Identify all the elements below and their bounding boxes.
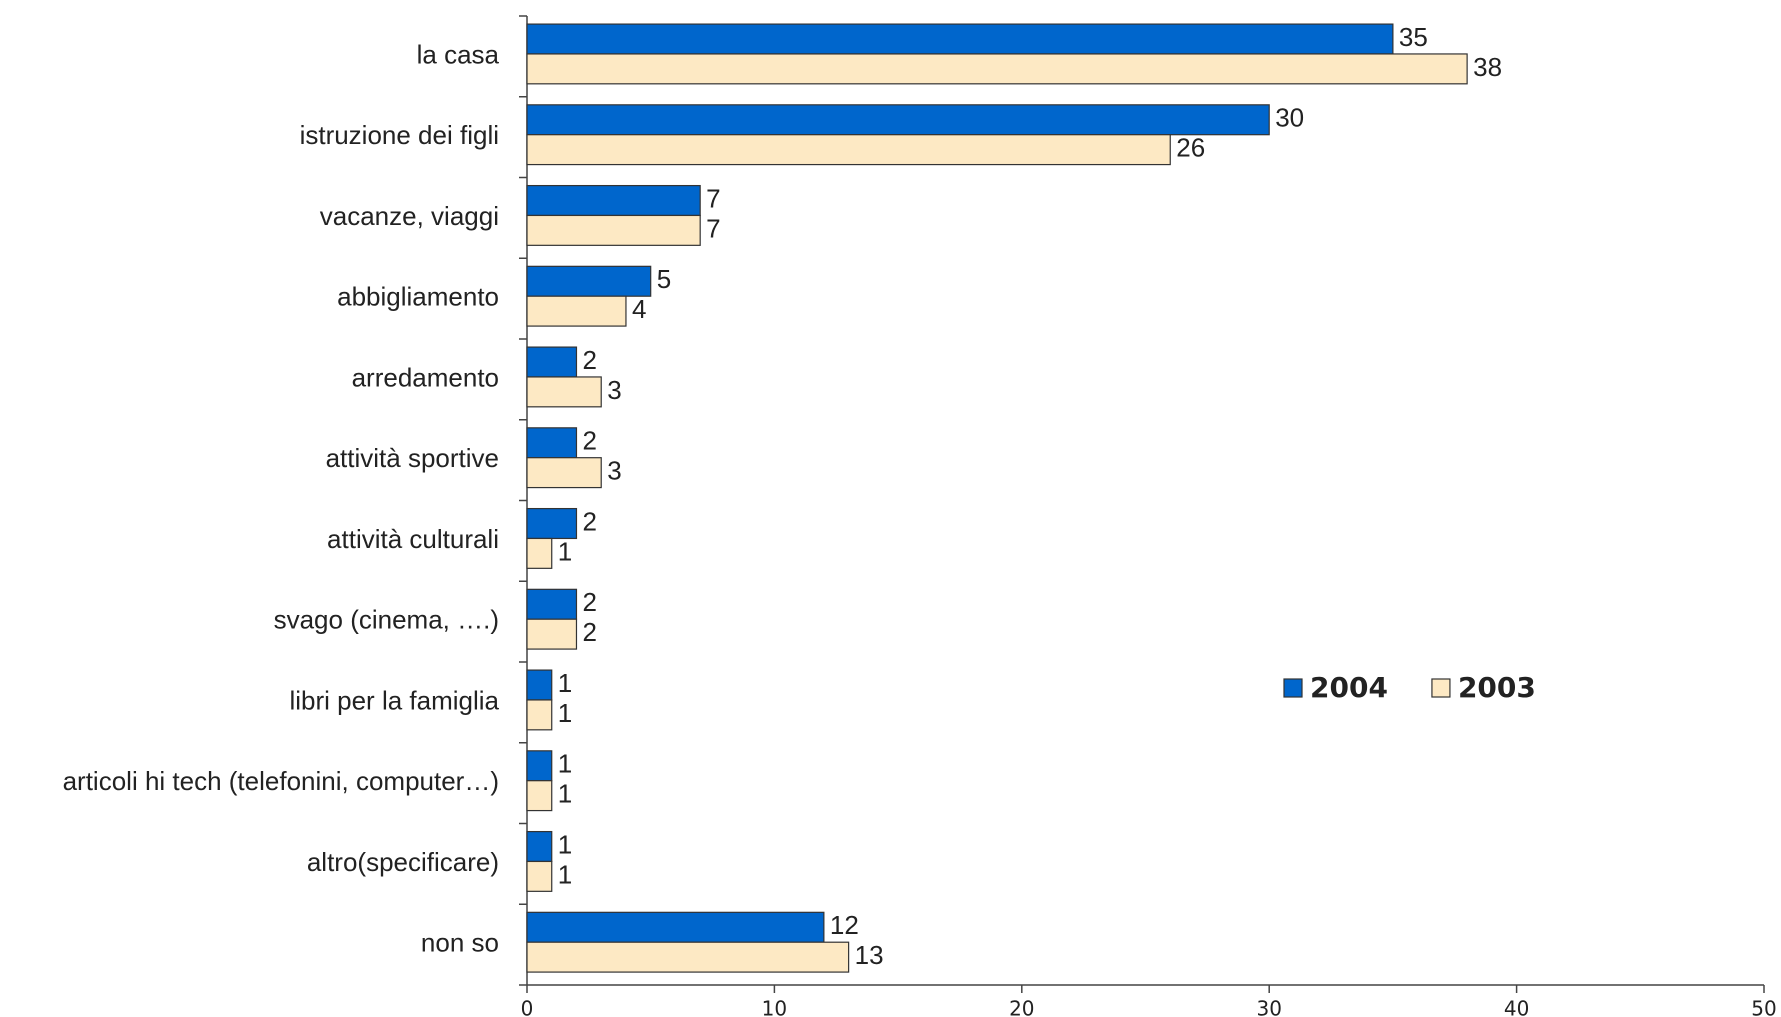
data-label: 4 <box>632 294 646 324</box>
legend-swatch <box>1431 678 1451 698</box>
bar <box>526 911 825 943</box>
bar <box>526 184 701 217</box>
bar <box>526 457 602 489</box>
category-label: articoli hi tech (telefonini, computer…) <box>63 766 499 796</box>
data-label: 1 <box>558 749 572 779</box>
category-label: arredamento <box>352 362 499 392</box>
x-tick-label: 50 <box>1751 997 1776 1017</box>
data-label: 1 <box>558 536 572 566</box>
data-label: 1 <box>558 859 572 889</box>
bar <box>526 507 578 540</box>
bar <box>526 265 652 297</box>
bar <box>526 53 1468 85</box>
bar <box>526 860 553 892</box>
data-label: 26 <box>1176 133 1205 163</box>
data-label: 38 <box>1473 52 1502 82</box>
category-label: abbigliamento <box>337 282 499 312</box>
x-tick-label: 0 <box>521 997 534 1017</box>
category-label: attività sportive <box>326 443 499 473</box>
data-label: 2 <box>582 506 596 536</box>
category-label: non so <box>421 928 499 958</box>
category-label: istruzione dei figli <box>300 120 499 150</box>
x-tick-label: 30 <box>1256 997 1281 1017</box>
data-label: 1 <box>558 779 572 809</box>
bar <box>526 830 553 863</box>
data-label: 2 <box>582 617 596 647</box>
data-label: 30 <box>1275 103 1304 133</box>
data-label: 2 <box>582 426 596 456</box>
bar <box>526 346 578 378</box>
bar <box>526 295 627 327</box>
category-label: la casa <box>417 39 500 69</box>
category-label: vacanze, viaggi <box>320 201 499 231</box>
bar <box>526 376 602 408</box>
data-label: 3 <box>607 375 621 405</box>
bar <box>526 588 578 620</box>
legend-label: 2004 <box>1310 671 1388 704</box>
data-label: 1 <box>558 668 572 698</box>
data-label: 12 <box>830 910 859 940</box>
legend-label: 2003 <box>1458 671 1536 704</box>
data-label: 5 <box>657 264 671 294</box>
data-label: 1 <box>558 829 572 859</box>
data-label: 35 <box>1399 22 1428 52</box>
bar <box>526 134 1171 166</box>
bar <box>526 941 850 973</box>
data-label: 2 <box>582 587 596 617</box>
data-label: 2 <box>582 345 596 375</box>
category-label: libri per la famiglia <box>289 685 499 715</box>
bar <box>526 618 578 650</box>
category-label: svago (cinema, ….) <box>274 605 499 635</box>
x-tick-label: 40 <box>1504 997 1529 1017</box>
bar <box>526 23 1394 55</box>
bar <box>526 780 553 812</box>
data-label: 7 <box>706 213 720 243</box>
category-label: altro(specificare) <box>307 847 499 877</box>
data-label: 13 <box>855 940 884 970</box>
data-label: 7 <box>706 183 720 213</box>
x-tick-label: 10 <box>762 997 787 1017</box>
bar <box>526 699 553 731</box>
bar <box>526 214 701 246</box>
bar <box>526 104 1270 136</box>
bar <box>526 669 553 701</box>
legend-swatch <box>1283 678 1303 698</box>
bar <box>526 427 578 459</box>
x-tick-label: 20 <box>1009 997 1034 1017</box>
data-label: 3 <box>607 456 621 486</box>
data-label: 1 <box>558 698 572 728</box>
bar <box>526 537 553 569</box>
bar <box>526 750 553 782</box>
category-label: attività culturali <box>327 524 499 554</box>
